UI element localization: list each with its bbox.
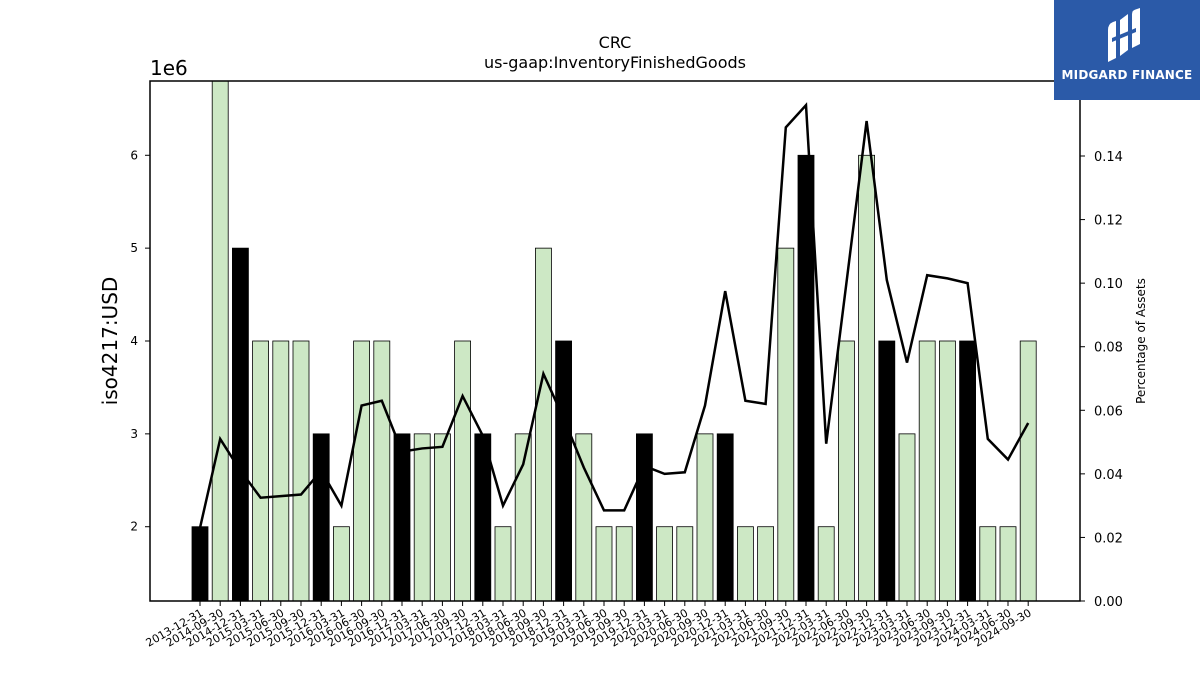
bar-2015-09-30 <box>292 340 310 601</box>
bar-2015-06-30 <box>272 340 290 601</box>
brand-logo: MIDGARD FINANCE <box>1054 0 1200 100</box>
bar-2022-03-31 <box>817 526 835 601</box>
bar-2019-09-30 <box>615 526 633 601</box>
y-tick-label: 3 <box>130 427 138 441</box>
y-tick-label: 2 <box>130 520 138 534</box>
bar-2020-09-30 <box>696 433 714 601</box>
bar-2024-06-30 <box>999 526 1017 601</box>
bar-2016-03-31 <box>332 526 350 601</box>
bar-2014-12-31 <box>231 247 249 601</box>
midgard-logo-icon <box>1108 8 1140 62</box>
bar-2020-12-31 <box>716 433 734 601</box>
bar-2021-09-30 <box>777 247 795 601</box>
bar-2023-06-30 <box>918 340 936 601</box>
bar-2015-12-31 <box>312 433 330 601</box>
bar-2018-03-31 <box>494 526 512 601</box>
y2-tick-label: 0.06 <box>1094 404 1123 419</box>
bar-2023-09-30 <box>939 340 956 601</box>
y-tick-label: 6 <box>130 148 138 162</box>
y2-axis-label: Percentage of Assets <box>1134 278 1148 404</box>
bar-2019-03-31 <box>575 433 593 601</box>
bar-2022-09-30 <box>858 154 875 601</box>
bar-2020-06-30 <box>676 526 694 601</box>
chart-subtitle: us-gaap:InventoryFinishedGoods <box>484 53 746 72</box>
chart-title: CRC <box>599 33 632 52</box>
y-tick-label: 5 <box>130 241 138 255</box>
bar-2014-09-30 <box>211 81 229 601</box>
bar-2016-09-30 <box>373 340 391 601</box>
logo-text: MIDGARD FINANCE <box>1061 68 1193 82</box>
bar-2021-03-31 <box>737 526 754 601</box>
bar-2016-12-31 <box>393 433 411 601</box>
bar-2024-03-31 <box>979 526 997 601</box>
y-axis-label: iso4217:USD <box>98 277 122 406</box>
y-multiplier: 1e6 <box>150 56 188 80</box>
bar-2024-09-30 <box>1019 340 1037 601</box>
bar-2021-12-31 <box>797 154 815 601</box>
bar-2015-03-31 <box>252 340 270 601</box>
bar-2017-03-31 <box>413 433 431 601</box>
y2-tick-label: 0.04 <box>1094 468 1123 483</box>
bar-2022-12-31 <box>878 340 896 601</box>
bar-2017-09-30 <box>454 340 472 601</box>
y2-tick-label: 0.00 <box>1094 595 1123 610</box>
bar-2016-06-30 <box>353 340 371 601</box>
y2-tick-label: 0.08 <box>1094 341 1123 356</box>
bar-2023-12-31 <box>959 340 976 601</box>
bar-2018-06-30 <box>514 433 532 601</box>
y2-tick-label: 0.14 <box>1094 150 1123 165</box>
bar-2023-03-31 <box>898 433 916 601</box>
pct-assets-line <box>198 102 1030 529</box>
bar-2018-12-31 <box>555 340 572 601</box>
bar-2018-09-30 <box>535 247 552 601</box>
y-tick-label: 4 <box>130 334 138 348</box>
bar-2021-06-30 <box>757 526 774 601</box>
bar-2022-06-30 <box>838 340 855 601</box>
bar-2019-12-31 <box>636 433 653 601</box>
y2-tick-label: 0.02 <box>1094 531 1123 546</box>
y2-tick-label: 0.10 <box>1094 277 1123 292</box>
bar-2013-12-31 <box>191 526 209 601</box>
y2-tick-label: 0.12 <box>1094 214 1123 229</box>
bar-2020-03-31 <box>656 526 673 601</box>
bar-2017-06-30 <box>433 433 451 601</box>
bar-2019-06-30 <box>595 526 613 601</box>
